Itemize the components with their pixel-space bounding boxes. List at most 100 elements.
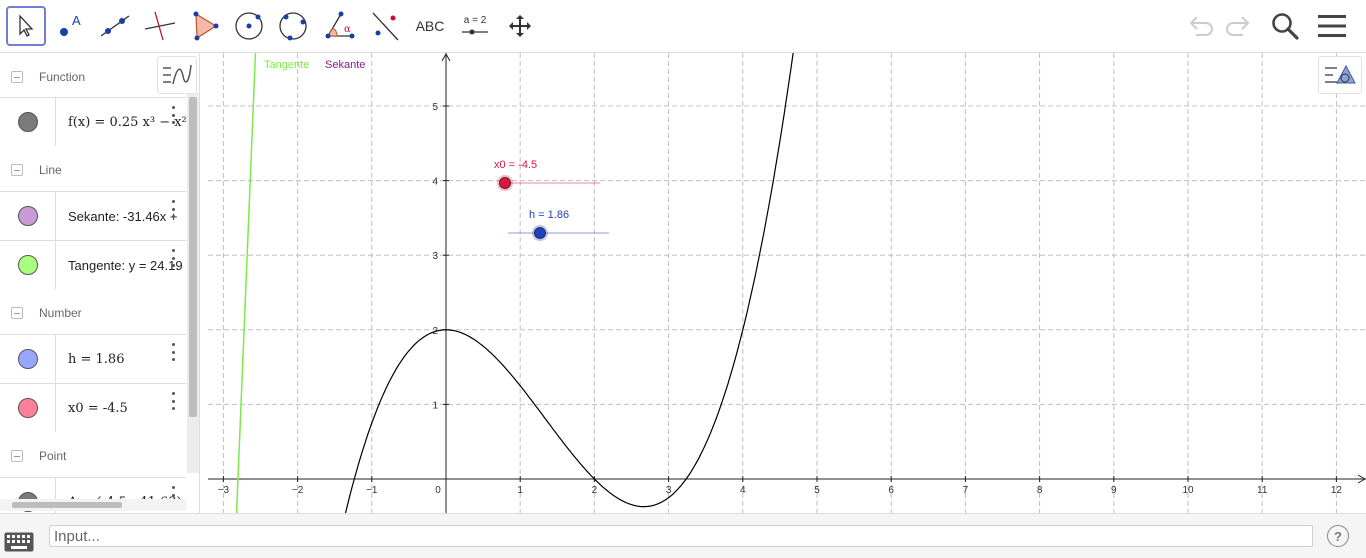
algebra-vertical-scrollbar[interactable] [187, 93, 199, 473]
algebra-item-sekante[interactable]: Sekante: -31.46x + [0, 191, 186, 240]
algebra-view: Function f(x) = 0.25 x³ − x² Line Sekant… [0, 53, 200, 513]
slider-tool-label: a = 2 [464, 15, 487, 26]
more-options-icon[interactable] [172, 106, 176, 124]
angle-tool-button[interactable]: α [320, 6, 360, 46]
tangent-label: Tangente [264, 59, 309, 71]
collapse-icon[interactable] [11, 450, 23, 462]
redo-icon [1226, 16, 1250, 36]
group-header-line[interactable]: Line [0, 148, 186, 192]
more-options-icon[interactable] [172, 200, 176, 218]
group-header-point[interactable]: Point [0, 434, 186, 478]
algebra-item-expression[interactable]: h = 1.86 [68, 351, 125, 367]
line-tool-button[interactable] [95, 6, 135, 46]
help-button[interactable]: ? [1327, 525, 1349, 547]
polygon-tool-button[interactable] [185, 6, 225, 46]
x-tick-label: 9 [1111, 485, 1117, 496]
group-header-function[interactable]: Function [0, 55, 186, 99]
algebra-style-bar-button[interactable] [157, 56, 197, 94]
polygon-icon [193, 11, 219, 41]
undo-button[interactable] [1183, 8, 1219, 44]
angle-tool-label: α [344, 24, 351, 35]
algebra-item-tangente[interactable]: Tangente: y = 24.19 [0, 240, 186, 289]
slider-x0-knob[interactable] [499, 177, 511, 189]
algebra-style-icon [163, 64, 192, 85]
reflect-line-icon [372, 12, 399, 41]
move-tool-button[interactable] [6, 6, 46, 46]
collapse-icon[interactable] [11, 164, 23, 176]
undo-icon [1189, 16, 1213, 36]
algebra-item-function-f[interactable]: f(x) = 0.25 x³ − x² [0, 97, 186, 146]
perpendicular-line-tool-button[interactable] [140, 6, 180, 46]
x-tick-label: 8 [1037, 485, 1043, 496]
reflect-tool-button[interactable] [365, 6, 405, 46]
x-tick-label: 10 [1182, 485, 1194, 496]
slider-icon: a = 2 [462, 15, 488, 35]
point-tool-button[interactable]: A [50, 6, 90, 46]
x-tick-label: −2 [292, 485, 304, 496]
text-tool-button[interactable]: ABC [410, 6, 450, 46]
x-tick-label: 1 [517, 485, 523, 496]
algebra-item-x0[interactable]: x0 = -4.5 [0, 383, 186, 432]
x-tick-label: 0 [435, 485, 441, 496]
move-graphics-view-tool-button[interactable] [500, 6, 540, 46]
graphics-style-bar-button[interactable] [1318, 56, 1362, 94]
move-cross-icon [509, 15, 531, 37]
visibility-toggle-icon[interactable] [17, 206, 38, 226]
text-tool-label: ABC [415, 18, 445, 34]
search-button[interactable] [1267, 8, 1303, 44]
group-header-number[interactable]: Number [0, 291, 186, 335]
x-tick-label: 2 [592, 485, 598, 496]
algebra-horizontal-scrollbar[interactable] [0, 499, 186, 511]
x-tick-label: 4 [740, 485, 746, 496]
y-tick-label: 1 [432, 400, 438, 411]
x-tick-label: −1 [366, 485, 378, 496]
help-icon: ? [1334, 528, 1342, 544]
algebra-item-h[interactable]: h = 1.86 [0, 334, 186, 383]
circle-three-points-tool-button[interactable] [273, 6, 313, 46]
visibility-toggle-icon[interactable] [17, 398, 38, 418]
collapse-icon[interactable] [11, 71, 23, 83]
visibility-toggle-icon[interactable] [17, 112, 38, 132]
function-graph [344, 53, 794, 513]
slider-h-label: h = 1.86 [529, 209, 569, 221]
x-tick-label: −3 [218, 485, 230, 496]
more-options-icon[interactable] [172, 343, 176, 361]
slider-h-knob[interactable] [534, 227, 546, 239]
x-tick-label: 12 [1331, 485, 1343, 496]
slider-tool-button[interactable]: a = 2 [455, 6, 495, 46]
group-label: Line [39, 163, 62, 177]
tangent-line [235, 53, 257, 513]
perpendicular-line-icon [144, 11, 176, 41]
algebra-item-expression[interactable]: f(x) = 0.25 x³ − x² [68, 114, 186, 130]
algebra-item-expression[interactable]: Sekante: -31.46x + [68, 208, 178, 224]
group-label: Point [39, 449, 67, 463]
input-field[interactable] [49, 525, 1313, 547]
hamburger-menu-icon [1318, 15, 1346, 37]
x-tick-label: 6 [888, 485, 894, 496]
more-options-icon[interactable] [172, 249, 176, 267]
visibility-toggle-icon[interactable] [17, 255, 38, 275]
x-tick-label: 11 [1257, 485, 1268, 496]
circle-three-points-icon [279, 12, 307, 41]
input-bar: ? [0, 513, 1366, 558]
visibility-toggle-icon[interactable] [17, 349, 38, 369]
redo-button[interactable] [1220, 8, 1256, 44]
main-menu-button[interactable] [1314, 8, 1350, 44]
collapse-icon[interactable] [11, 307, 23, 319]
group-label: Function [39, 70, 86, 84]
group-label: Number [39, 306, 82, 320]
graphics-style-icon [1325, 64, 1356, 84]
point-icon: A [60, 13, 81, 36]
algebra-item-expression[interactable]: x0 = -4.5 [68, 400, 128, 416]
x-axis-arrow [1357, 474, 1366, 484]
angle-icon: α [325, 11, 355, 39]
algebra-item-expression[interactable]: Tangente: y = 24.19 [68, 257, 183, 273]
search-icon [1272, 13, 1299, 40]
keyboard-icon[interactable] [4, 532, 34, 552]
graphics-view[interactable]: −3 −2 −1 0 1 2 3 4 5 6 7 8 9 10 11 12 1 2 3 4 5 Tangente Sekan… [208, 53, 1366, 513]
x-tick-label: 7 [963, 485, 969, 496]
y-tick-label: 5 [432, 102, 438, 113]
more-options-icon[interactable] [172, 392, 176, 410]
circle-tool-button[interactable] [229, 6, 269, 46]
